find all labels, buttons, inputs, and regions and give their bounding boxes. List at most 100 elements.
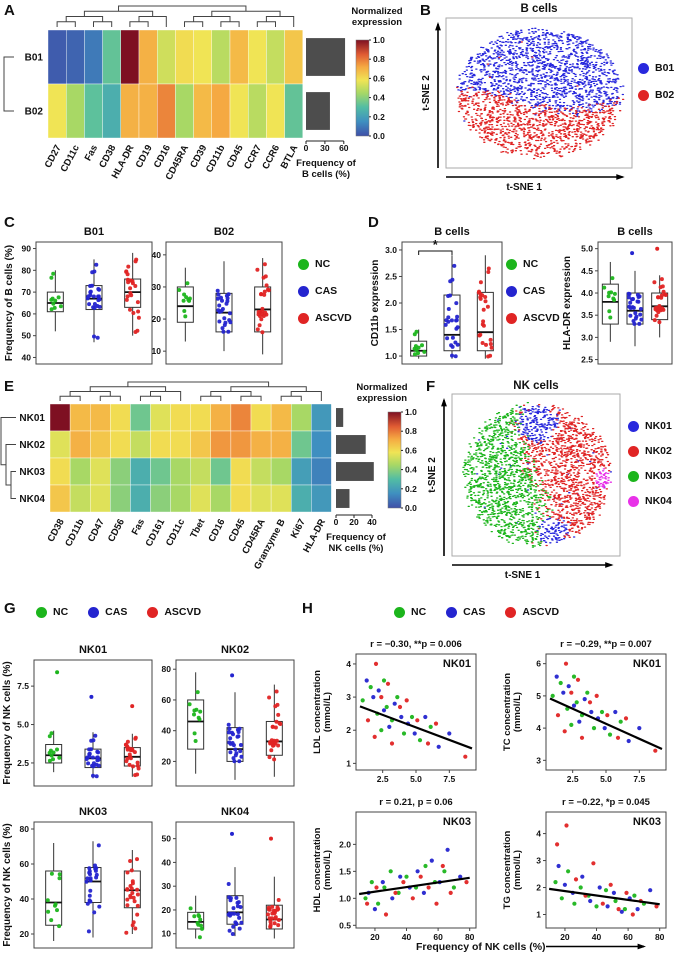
svg-text:20: 20 [370,932,380,942]
cas-dot-icon [298,285,309,297]
svg-text:80: 80 [20,824,30,834]
group-legend-c: NC CAS ASCVD [298,258,352,324]
svg-text:0.0: 0.0 [405,503,417,513]
svg-text:60: 60 [20,859,30,869]
panel-h-label: H [302,600,313,617]
svg-text:r = 0.21, p = 0.06: r = 0.21, p = 0.06 [379,797,452,808]
nk-cell-tsne-plot: NK cells t-SNE 2 t-SNE 1 [427,380,621,581]
svg-text:B01: B01 [84,226,104,238]
legend-label-cas: CAS [463,606,486,618]
svg-text:CD38: CD38 [46,517,67,544]
legend-item-nk03: NK03 [628,470,672,482]
svg-text:0.4: 0.4 [405,465,417,475]
svg-text:3.0: 3.0 [385,245,397,255]
panel-f: F NK cells t-SNE 2 t-SNE 1 NK01 NK02 NK03 … [424,378,677,594]
legend-label-nk02: NK02 [645,445,672,457]
svg-text:1.0: 1.0 [385,351,397,361]
svg-text:Frequency of B cells (%): Frequency of B cells (%) [4,245,15,361]
svg-text:80: 80 [162,664,172,674]
nk-cluster-frequency-boxplots: NK01 2.5 5.0 7.5 NK02 20 40 60 80 NK03 20 40 60 80 NK0… [2,644,295,949]
svg-text:1.5: 1.5 [385,325,397,335]
svg-text:60: 60 [623,932,633,942]
svg-text:40: 40 [152,250,162,260]
svg-text:expression: expression [357,393,407,404]
svg-text:Fas: Fas [83,143,100,163]
svg-text:0.2: 0.2 [373,112,385,122]
svg-text:20: 20 [349,517,359,527]
cas-dot-icon [506,285,517,297]
svg-text:2.5: 2.5 [377,774,389,784]
svg-text:NK02: NK02 [221,644,249,656]
legend-item-nk04: NK04 [628,495,672,507]
svg-text:2.5: 2.5 [17,758,29,768]
svg-text:NK02: NK02 [19,440,45,451]
group-legend-d: NC CAS ASCVD [506,258,560,324]
svg-text:CD19: CD19 [134,143,155,170]
svg-text:2.5: 2.5 [567,774,579,784]
nk02-dot-icon [628,445,639,457]
ascvd-dot-icon [506,312,517,324]
svg-text:B02: B02 [214,226,234,238]
svg-text:3: 3 [346,692,351,702]
svg-text:2: 2 [536,883,541,893]
legend-item-nc: NC [506,258,560,270]
svg-text:r = −0.22, *p = 0.045: r = −0.22, *p = 0.045 [562,797,651,808]
svg-text:NK01: NK01 [19,413,45,424]
svg-text:50: 50 [22,331,32,341]
svg-text:20: 20 [152,314,162,324]
svg-text:0.2: 0.2 [405,484,417,494]
panel-b: B B cells t-SNE 2 t-SNE 1 B01 B02 [416,0,677,208]
svg-text:(mmol/L): (mmol/L) [322,850,333,890]
svg-text:7.5: 7.5 [443,774,455,784]
lipid-correlation-scatterplots: r = −0.30, **p = 0.006 1 2 3 4 2.5 5.0 7.5 NK01 L… [312,639,667,953]
svg-text:20: 20 [162,756,172,766]
svg-text:Frequency of: Frequency of [296,158,356,169]
svg-text:5: 5 [536,691,541,701]
svg-text:40: 40 [402,932,412,942]
svg-text:expression: expression [352,17,402,28]
nk-cluster-legend: NK01 NK02 NK03 NK04 [628,420,672,507]
panel-b-label: B [420,2,431,19]
legend-label-cas: CAS [105,606,128,618]
legend-label-ascvd: ASCVD [315,312,352,324]
legend-item-nk02: NK02 [628,445,672,457]
svg-text:5.0: 5.0 [600,774,612,784]
panel-a-label: A [4,2,15,19]
svg-text:TG concentration: TG concentration [502,830,513,909]
panel-g-label: G [4,600,16,617]
svg-text:80: 80 [22,265,32,275]
svg-text:NK cells: NK cells [513,380,558,392]
legend-label-b01: B01 [655,62,675,74]
svg-text:NK cells (%): NK cells (%) [329,543,384,554]
svg-text:*: * [433,237,439,252]
svg-text:CD16: CD16 [206,517,227,544]
svg-text:1.0: 1.0 [373,35,385,45]
svg-text:B cells: B cells [617,226,652,238]
svg-text:4.0: 4.0 [581,288,593,298]
svg-text:t-SNE 1: t-SNE 1 [505,570,541,581]
panel-d-label: D [368,214,379,231]
svg-text:CD11b expression: CD11b expression [370,260,381,347]
svg-text:0: 0 [304,143,309,153]
svg-text:80: 80 [655,932,665,942]
svg-text:LDL concentration: LDL concentration [312,670,323,754]
svg-text:B cells: B cells [520,3,557,15]
ascvd-dot-icon [505,606,517,618]
svg-text:80: 80 [465,932,475,942]
svg-text:r = −0.29, **p = 0.007: r = −0.29, **p = 0.007 [560,639,652,650]
nk01-dot-icon [628,420,639,432]
svg-text:4: 4 [346,659,351,669]
panel-e: E NK01 NK02 NK03 NK04 CD38 CD11b CD47 CD56 Fas CD… [0,378,420,594]
b-cell-expression-boxplots: B cells 1.0 1.5 2.0 2.5 3.0 * CD11b expression B… [370,226,673,365]
svg-text:30: 30 [162,881,172,891]
svg-text:50: 50 [162,834,172,844]
panel-c-label: C [4,214,15,231]
svg-text:1: 1 [536,910,541,920]
cas-dot-icon [88,606,100,618]
svg-text:40: 40 [592,932,602,942]
svg-text:NK03: NK03 [19,467,45,478]
svg-text:60: 60 [162,695,172,705]
svg-text:10: 10 [152,346,162,356]
